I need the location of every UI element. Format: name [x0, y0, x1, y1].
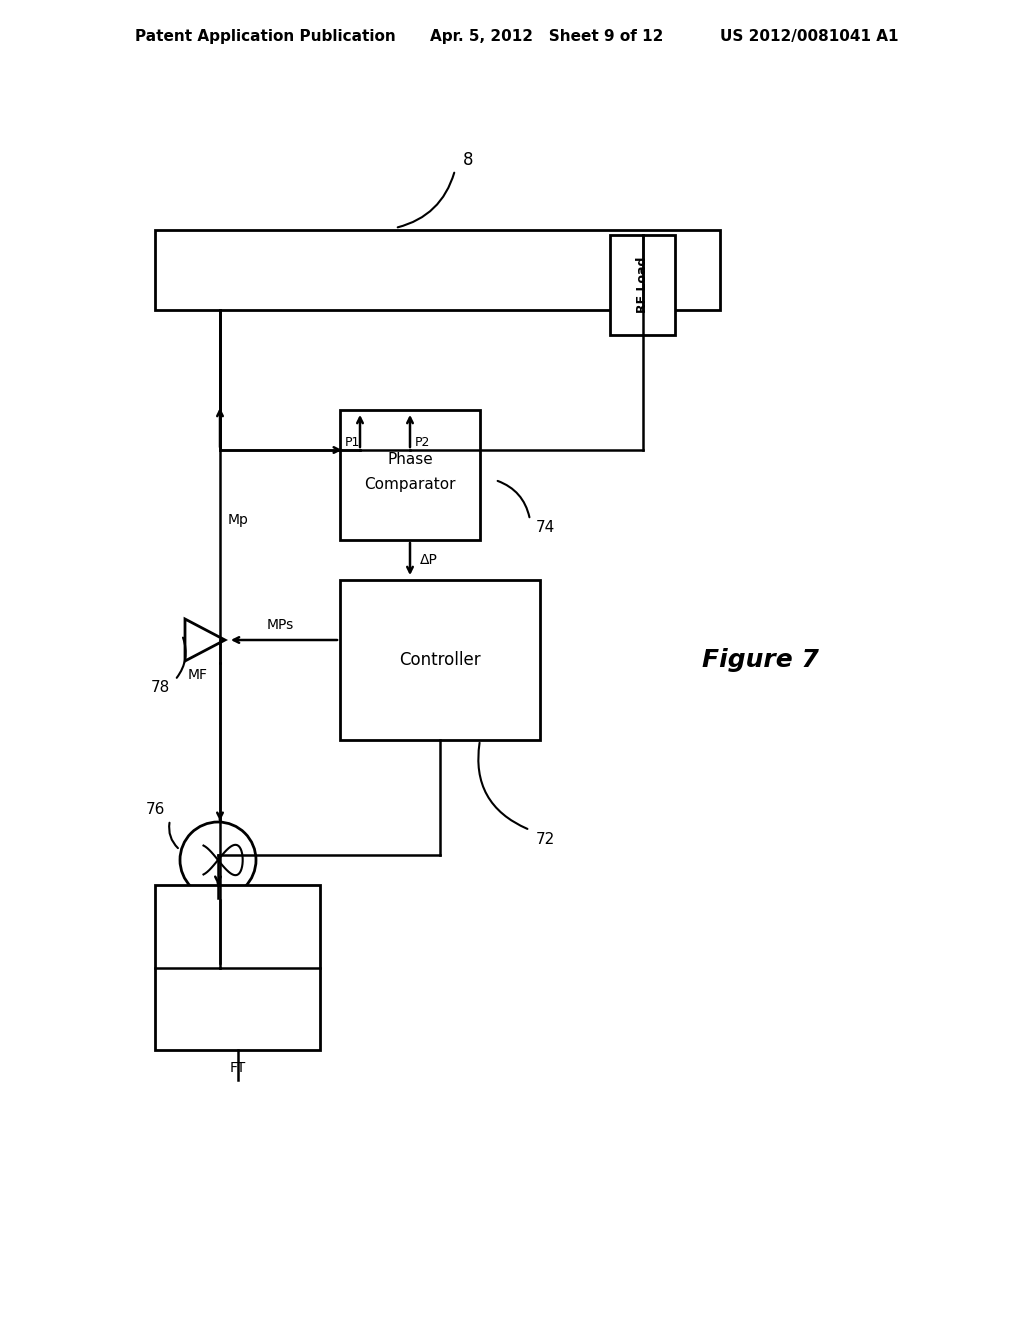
Text: FT: FT — [229, 1061, 246, 1074]
Text: Apr. 5, 2012   Sheet 9 of 12: Apr. 5, 2012 Sheet 9 of 12 — [430, 29, 664, 45]
Text: 78: 78 — [151, 681, 170, 696]
Text: US 2012/0081041 A1: US 2012/0081041 A1 — [720, 29, 898, 45]
Text: P2: P2 — [415, 436, 430, 449]
Text: Controller: Controller — [399, 651, 481, 669]
Bar — [155, 230, 720, 310]
Text: Figure 7: Figure 7 — [701, 648, 818, 672]
Bar — [155, 884, 319, 1049]
Text: Mp: Mp — [228, 513, 249, 527]
Text: MPs: MPs — [266, 618, 294, 632]
Text: ΔP: ΔP — [420, 553, 438, 568]
Text: 74: 74 — [536, 520, 555, 535]
Text: 72: 72 — [536, 833, 555, 847]
Text: 76: 76 — [145, 803, 165, 817]
Bar — [340, 411, 480, 540]
Text: Patent Application Publication: Patent Application Publication — [135, 29, 395, 45]
Text: Comparator: Comparator — [365, 478, 456, 492]
Text: 8: 8 — [463, 150, 473, 169]
Text: P1: P1 — [345, 436, 360, 449]
Text: RF Load: RF Load — [636, 257, 649, 313]
Bar — [610, 235, 675, 335]
Text: Phase: Phase — [387, 453, 433, 467]
Bar — [340, 579, 540, 741]
Text: MF: MF — [188, 668, 208, 682]
